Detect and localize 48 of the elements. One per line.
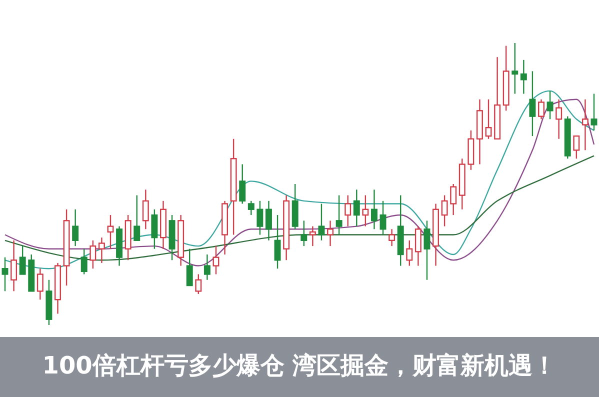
candlestick — [590, 93, 598, 132]
text: 100倍杠杆亏多少爆仓 湾区掘金，财富新机遇！ — [42, 352, 557, 380]
candlestick — [370, 189, 378, 230]
candlestick — [195, 274, 202, 295]
candlestick — [538, 98, 544, 120]
candlestick — [72, 208, 79, 247]
candlestick — [485, 98, 492, 140]
candlestick — [212, 245, 220, 275]
candlestick — [450, 183, 457, 216]
candlestick — [142, 189, 149, 230]
candlestick — [573, 135, 580, 160]
candlestick — [582, 98, 588, 151]
candlestick — [309, 226, 316, 247]
candlestick — [441, 194, 448, 227]
candlestick — [362, 194, 369, 227]
candlestick — [414, 226, 422, 266]
candlestick — [344, 194, 352, 227]
candlestick — [19, 245, 26, 275]
candlestick — [353, 189, 360, 227]
candlestick — [406, 240, 413, 266]
candlestick — [98, 236, 105, 264]
candlestick — [556, 98, 562, 140]
candlestick — [90, 240, 96, 270]
candlestick — [2, 256, 8, 292]
candlestick — [107, 214, 114, 250]
candlestick — [36, 268, 44, 300]
candlestick — [546, 90, 554, 120]
candlestick — [300, 220, 308, 247]
candlestick — [10, 240, 18, 292]
candlestick — [424, 220, 430, 280]
candlestick — [388, 228, 396, 247]
candlestick — [186, 248, 193, 286]
candlestick — [327, 220, 334, 247]
candlestick — [274, 214, 281, 270]
candlestick — [529, 70, 536, 137]
candlestick — [151, 208, 158, 250]
candlestick — [512, 42, 518, 94]
candlestick — [239, 164, 246, 204]
candlestick — [380, 200, 386, 236]
candlestick — [134, 194, 140, 241]
candlestick — [256, 200, 264, 236]
candlestick — [265, 200, 272, 241]
candlestick — [520, 59, 527, 94]
candlestick — [80, 248, 88, 275]
candlestick — [318, 203, 325, 241]
candlestick — [204, 254, 210, 280]
candlestick — [336, 194, 342, 236]
candlestick — [248, 200, 254, 216]
